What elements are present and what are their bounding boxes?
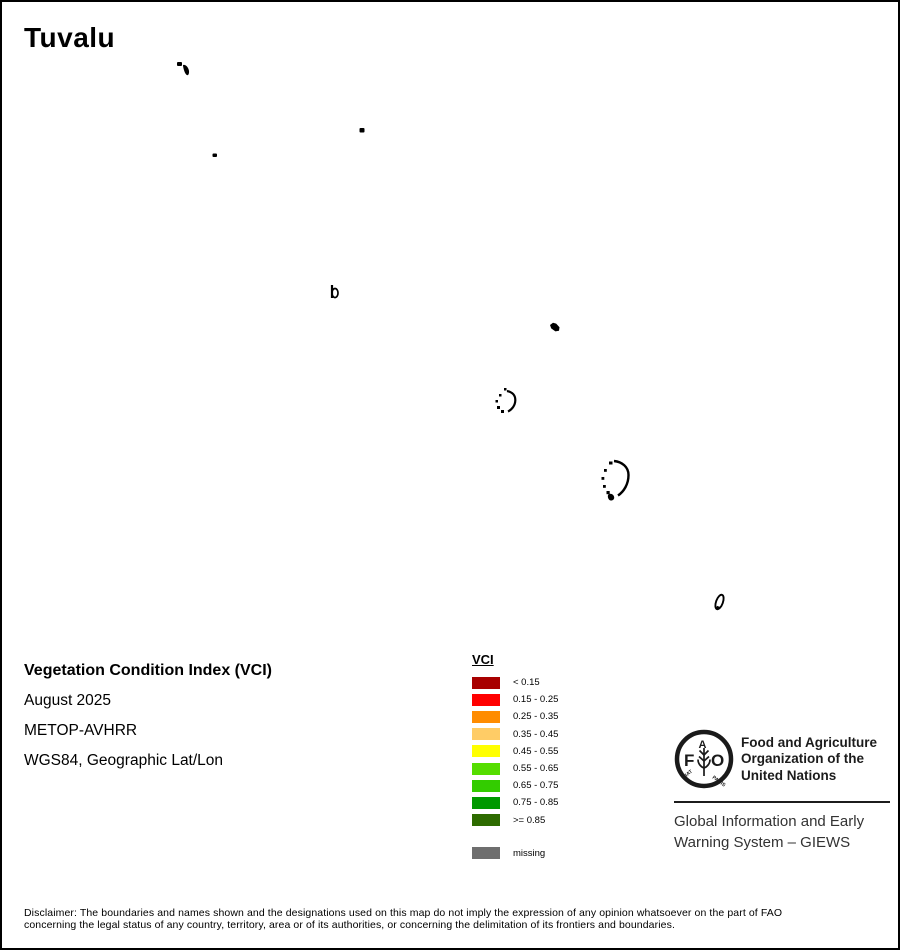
index-name-label: Vegetation Condition Index (VCI) bbox=[24, 662, 272, 679]
fao-separator-line bbox=[674, 801, 890, 803]
legend-label: 0.55 - 0.65 bbox=[513, 763, 559, 775]
page-title: Tuvalu bbox=[24, 22, 116, 53]
legend-swatch bbox=[472, 728, 500, 741]
legend-label: missing bbox=[513, 847, 546, 859]
legend-row: >= 0.85 bbox=[472, 812, 662, 829]
legend-row: 0.25 - 0.35 bbox=[472, 708, 662, 725]
legend-swatch bbox=[472, 796, 500, 809]
disclaimer: Disclaimer: The boundaries and names sho… bbox=[24, 907, 783, 931]
fao-logo-circle bbox=[674, 729, 734, 789]
legend-swatch bbox=[472, 814, 500, 827]
fao-letter-a: A bbox=[699, 739, 707, 751]
island-shape bbox=[495, 388, 517, 413]
legend-row: 0.55 - 0.65 bbox=[472, 760, 662, 777]
fao-org-line: United Nations bbox=[741, 767, 837, 783]
giews-line: Warning System – GIEWS bbox=[674, 834, 851, 851]
legend-swatch bbox=[472, 710, 500, 723]
legend-swatch bbox=[472, 779, 500, 792]
disclaimer-line: Disclaimer: The boundaries and names sho… bbox=[24, 907, 783, 919]
fao-motto-fiat: FIAT bbox=[682, 769, 694, 780]
giews-line: Global Information and Early bbox=[674, 813, 865, 830]
fao-letter-f: F bbox=[684, 751, 694, 770]
legend-row: 0.35 - 0.45 bbox=[472, 726, 662, 743]
legend-row: 0.65 - 0.75 bbox=[472, 777, 662, 794]
legend-label: 0.65 - 0.75 bbox=[513, 780, 559, 792]
legend-swatch bbox=[472, 745, 500, 758]
legend-row: 0.15 - 0.25 bbox=[472, 691, 662, 708]
disclaimer-line: concerning the legal status of any count… bbox=[24, 918, 675, 931]
legend-swatch bbox=[472, 762, 500, 775]
legend: VCI < 0.15 0.15 - 0.25 0.25 - 0.35 0.35 … bbox=[472, 652, 662, 862]
legend-label: 0.45 - 0.55 bbox=[513, 745, 559, 757]
legend-label: < 0.15 bbox=[513, 677, 540, 689]
legend-row-missing: missing bbox=[472, 845, 662, 862]
island-shape bbox=[212, 153, 217, 157]
legend-label: 0.25 - 0.35 bbox=[513, 711, 559, 723]
island-shape bbox=[601, 459, 630, 501]
legend-swatch bbox=[472, 847, 500, 860]
legend-title: VCI bbox=[472, 652, 494, 667]
giews-label: Global Information and Early Warning Sys… bbox=[674, 811, 864, 853]
legend-label: >= 0.85 bbox=[513, 814, 546, 826]
legend-label: 0.35 - 0.45 bbox=[513, 728, 559, 740]
island-shape bbox=[359, 128, 365, 133]
island-shape bbox=[330, 285, 339, 299]
island-shape bbox=[550, 322, 560, 332]
wheat-ear-icon bbox=[697, 748, 711, 776]
fao-logo: F A O FIAT PANIS bbox=[674, 729, 734, 789]
legend-swatch bbox=[472, 676, 500, 689]
fao-org-name: Food and Agriculture Organization of the… bbox=[741, 735, 877, 784]
island-shape bbox=[183, 64, 190, 76]
fao-letter-o: O bbox=[711, 751, 724, 770]
projection-label: WGS84, Geographic Lat/Lon bbox=[24, 752, 224, 769]
legend-row: < 0.15 bbox=[472, 674, 662, 691]
island-shape bbox=[714, 593, 725, 611]
legend-row: 0.45 - 0.55 bbox=[472, 743, 662, 760]
sensor-label: METOP-AVHRR bbox=[24, 722, 138, 739]
info-block: Vegetation Condition Index (VCI) August … bbox=[24, 656, 272, 776]
legend-label: 0.75 - 0.85 bbox=[513, 797, 559, 809]
legend-swatch bbox=[472, 693, 500, 706]
island-shape bbox=[177, 62, 182, 66]
fao-org-line: Organization of the bbox=[741, 751, 864, 767]
legend-row: 0.75 - 0.85 bbox=[472, 794, 662, 811]
date-label: August 2025 bbox=[24, 692, 112, 709]
legend-label: 0.15 - 0.25 bbox=[513, 694, 559, 706]
fao-org-line: Food and Agriculture bbox=[741, 735, 877, 750]
